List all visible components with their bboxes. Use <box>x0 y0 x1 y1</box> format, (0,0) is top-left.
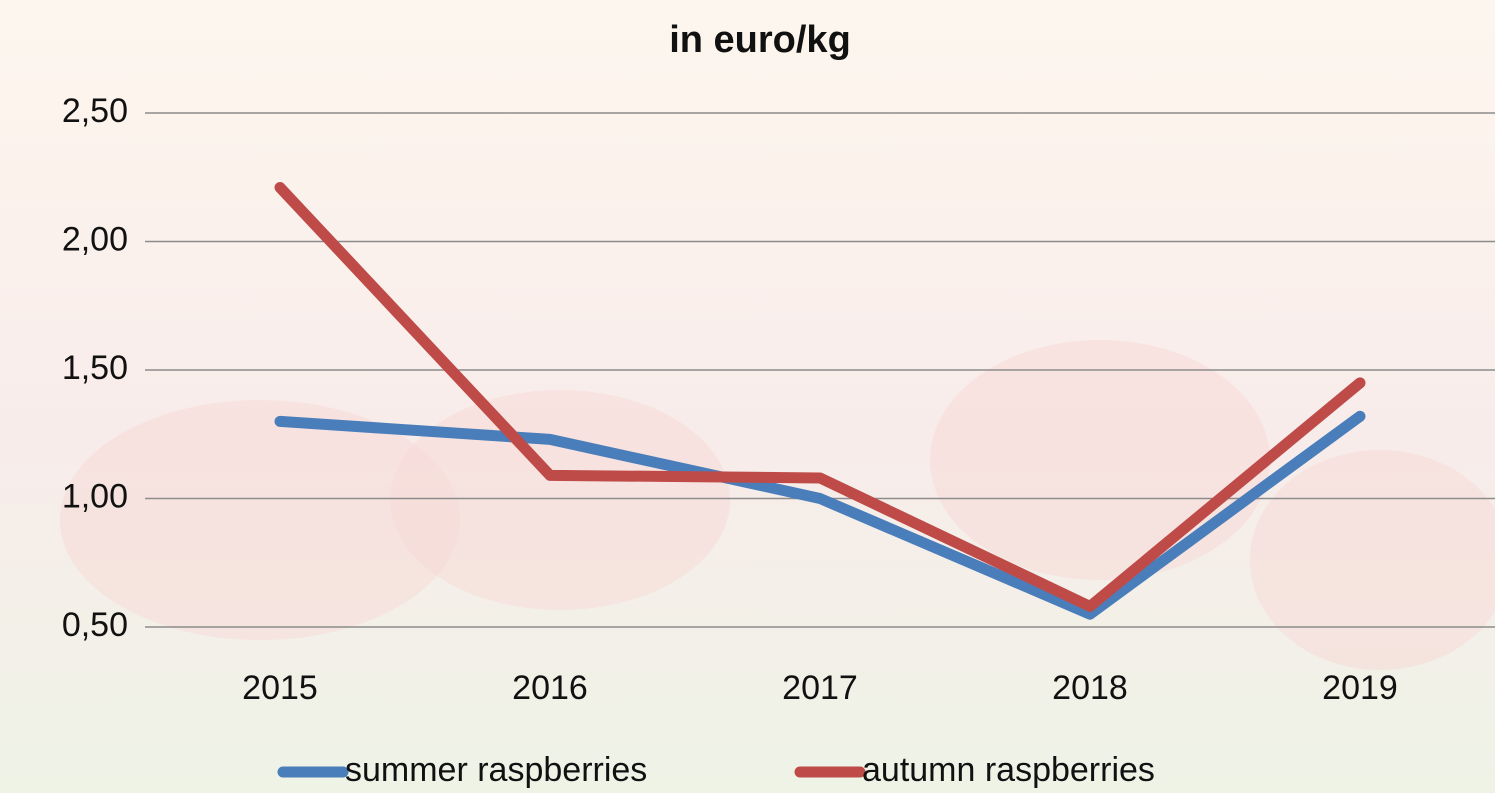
y-tick-label: 2,00 <box>62 220 128 258</box>
x-tick-label: 2017 <box>782 669 858 707</box>
x-tick-label: 2018 <box>1052 669 1128 707</box>
x-tick-label: 2015 <box>242 669 318 707</box>
y-tick-label: 2,50 <box>62 92 128 130</box>
decoration <box>930 340 1270 580</box>
y-tick-label: 0,50 <box>62 606 128 644</box>
x-tick-label: 2016 <box>512 669 588 707</box>
x-tick-label: 2019 <box>1322 669 1398 707</box>
chart: in euro/kg 0,50 1,00 1,50 2,00 2,50 2015 2016 2… <box>0 0 1495 793</box>
chart-title: in euro/kg <box>669 19 851 61</box>
legend-label: autumn raspberries <box>862 751 1155 789</box>
background <box>0 0 1495 793</box>
y-tick-label: 1,50 <box>62 349 128 387</box>
y-tick-label: 1,00 <box>62 477 128 515</box>
decoration <box>390 390 730 610</box>
legend-label: summer raspberries <box>345 751 647 789</box>
